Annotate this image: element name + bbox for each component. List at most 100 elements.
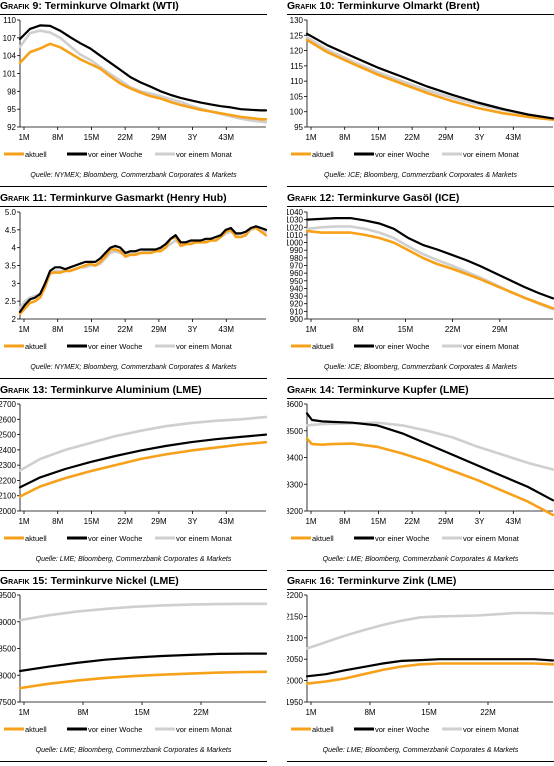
figure-number: 9: (32, 0, 45, 12)
series-line-woche (18, 652, 267, 673)
figure-prefix: Grafik (287, 575, 317, 587)
chart-plot: 9009109209309409509609709809901000101010… (287, 208, 554, 351)
x-tick-label: 3Y (188, 133, 198, 142)
x-tick-label: 8M (364, 708, 375, 717)
bottom-rule (0, 378, 267, 379)
x-tick-label: 29M (438, 133, 454, 142)
legend-label-aktuell: aktuell (312, 150, 334, 159)
chart-title: Grafik 16: Terminkurve Zink (LME) (287, 575, 554, 587)
chart-panel: Grafik 16: Terminkurve Zink (LME) 1950 200… (287, 575, 554, 766)
title-rule (0, 14, 267, 15)
y-tick-label: 130 (290, 16, 304, 25)
y-tick-label: 110 (3, 16, 16, 25)
legend-label-monat: vor einem Monat (176, 534, 233, 543)
legend-label-woche: vor einer Woche (375, 725, 429, 734)
y-tick-label: 8600 (287, 400, 304, 409)
y-tick-label: 2200 (0, 476, 17, 485)
y-tick-label: 920 (290, 300, 304, 309)
series-line-aktuell (305, 229, 554, 310)
x-tick-label: 1M (18, 325, 29, 334)
legend-label-aktuell: aktuell (25, 534, 47, 543)
x-tick-label: 29M (151, 325, 167, 334)
x-tick-label: 29M (151, 517, 167, 526)
x-tick-label: 8M (353, 325, 364, 334)
y-tick-label: 1030 (287, 216, 304, 225)
y-tick-label: 3 (12, 279, 17, 288)
series-line-woche (305, 658, 554, 678)
y-tick-label: 910 (290, 307, 304, 316)
x-tick-label: 29M (151, 133, 167, 142)
x-tick-label: 3Y (188, 325, 198, 334)
series-line-aktuell (305, 662, 554, 685)
y-tick-label: 960 (290, 269, 304, 278)
x-tick-label: 43M (219, 325, 235, 334)
x-tick-label: 22M (193, 708, 209, 717)
y-tick-label: 18500 (0, 645, 17, 654)
y-tick-label: 100 (290, 108, 304, 117)
series-line-monat (305, 225, 554, 311)
x-tick-label: 8M (52, 133, 63, 142)
chart-title-text: Terminkurve Olmarkt (WTI) (44, 0, 179, 12)
chart-source: Quelle: LME; Bloomberg, Commerzbank Corp… (322, 556, 519, 563)
figure-number: 14: (319, 384, 338, 396)
series-line-monat (18, 29, 267, 124)
y-tick-label: 101 (3, 70, 17, 79)
legend-label-woche: vor einer Woche (88, 150, 142, 159)
title-rule (287, 589, 554, 590)
series-line-aktuell (18, 42, 267, 121)
legend-label-aktuell: aktuell (25, 150, 47, 159)
chart-source: Quelle: NYMEX; Bloomberg, Commerzbank Co… (30, 364, 237, 371)
y-tick-label: 95 (7, 105, 16, 114)
x-tick-label: 22M (445, 325, 461, 334)
series-line-woche (305, 217, 554, 300)
x-tick-label: 1M (305, 708, 316, 717)
legend-label-monat: vor einem Monat (463, 534, 520, 543)
chart-source: Quelle: LME; Bloomberg, Commerzbank Corp… (322, 747, 519, 754)
bottom-rule (0, 761, 267, 762)
chart-title: Grafik 12: Terminkurve Gasöl (ICE) (287, 192, 554, 204)
chart-title-text: Terminkurve Olmarkt (Brent) (337, 0, 480, 12)
x-tick-label: 8M (77, 708, 88, 717)
series-line-aktuell (305, 38, 554, 121)
chart-title: Grafik 14: Terminkurve Kupfer (LME) (287, 384, 554, 396)
legend-label-monat: vor einem Monat (463, 725, 520, 734)
legend-label-monat: vor einem Monat (463, 342, 520, 351)
x-tick-label: 8M (339, 133, 350, 142)
legend-label-aktuell: aktuell (25, 725, 47, 734)
y-tick-label: 2000 (0, 507, 17, 516)
series-line-aktuell (305, 437, 554, 517)
legend-label-monat: vor einem Monat (176, 342, 233, 351)
y-tick-label: 4 (12, 244, 17, 253)
y-tick-label: 95 (294, 123, 303, 132)
bottom-rule (287, 186, 554, 187)
series-line-monat (305, 611, 554, 650)
figure-number: 13: (32, 384, 51, 396)
y-tick-label: 98 (7, 87, 16, 96)
series-line-woche (305, 412, 554, 502)
x-tick-label: 22M (480, 708, 496, 717)
x-tick-label: 15M (371, 133, 387, 142)
y-tick-label: 1010 (287, 231, 304, 240)
x-tick-label: 8M (52, 325, 63, 334)
chart-panel: Grafik 9: Terminkurve Olmarkt (WTI) 92 95 9… (0, 0, 267, 191)
y-tick-label: 2600 (0, 415, 17, 424)
x-tick-label: 1M (18, 133, 29, 142)
bottom-rule (0, 186, 267, 187)
figure-prefix: Grafik (0, 575, 30, 587)
chart-title-text: Terminkurve Gasöl (ICE) (337, 192, 460, 204)
x-tick-label: 22M (404, 517, 420, 526)
chart-panel: Grafik 11: Terminkurve Gasmarkt (Henry H… (0, 192, 267, 383)
title-rule (0, 206, 267, 207)
chart-plot: 95 100 105 110 115 120 125 130 1M 8M 15M 22M 29M 3Y 43… (290, 16, 554, 159)
chart-plot: 2000 2100 2200 2300 2400 2500 2600 2700 1M 8M 15M 2… (0, 400, 267, 543)
figure-prefix: Grafik (287, 192, 317, 204)
legend-label-woche: vor einer Woche (88, 725, 142, 734)
x-tick-label: 15M (421, 708, 437, 717)
title-rule (287, 206, 554, 207)
series-line-aktuell (18, 670, 267, 690)
y-tick-label: 2100 (287, 634, 304, 643)
x-tick-label: 1M (305, 325, 316, 334)
chart-plot: 8200 8300 8400 8500 8600 1M 8M 15M 22M 29M 3Y 43M ak… (287, 400, 554, 543)
chart-panel: Grafik 13: Terminkurve Aluminium (LME) 20… (0, 384, 267, 575)
x-tick-label: 3Y (475, 517, 485, 526)
